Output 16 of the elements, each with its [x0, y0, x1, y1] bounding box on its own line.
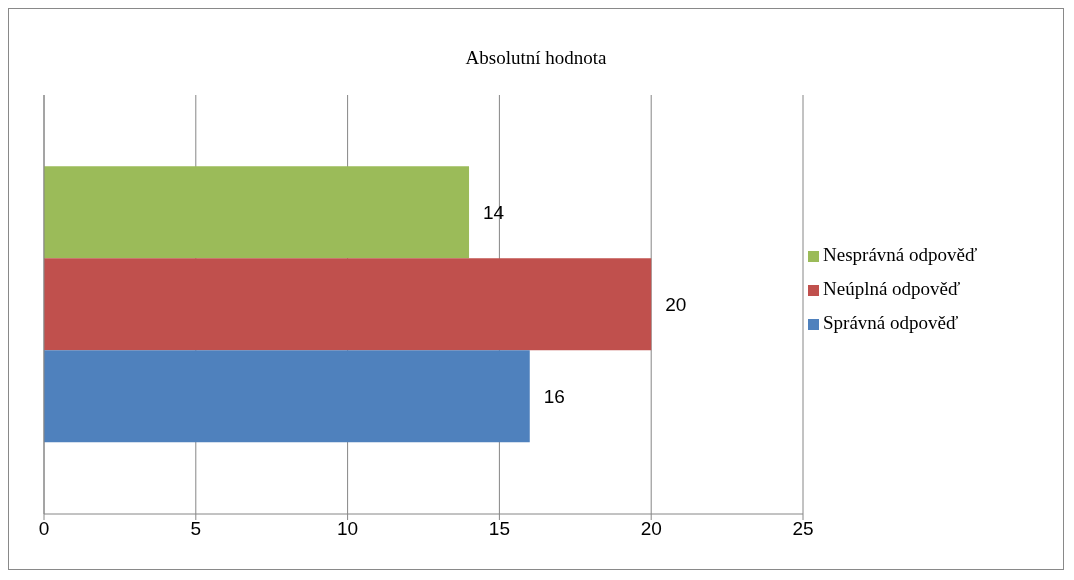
x-tick-label: 20 — [640, 518, 662, 540]
chart-title: Absolutní hodnota — [464, 47, 608, 69]
x-tick-label: 25 — [792, 518, 814, 540]
x-tick-label: 10 — [337, 518, 359, 540]
x-tick-label: 15 — [488, 518, 510, 540]
data-label: 16 — [543, 385, 565, 407]
x-tick-label: 0 — [38, 518, 50, 540]
bar — [44, 258, 652, 351]
bar — [44, 166, 470, 259]
data-label: 20 — [665, 293, 687, 315]
legend-label: Neúplná odpověď — [823, 278, 961, 299]
legend-label: Nesprávná odpověď — [823, 244, 978, 265]
data-label: 14 — [483, 201, 505, 223]
legend-label: Správná odpověď — [823, 312, 959, 333]
x-tick-label: 5 — [190, 518, 202, 540]
bar — [44, 350, 530, 443]
